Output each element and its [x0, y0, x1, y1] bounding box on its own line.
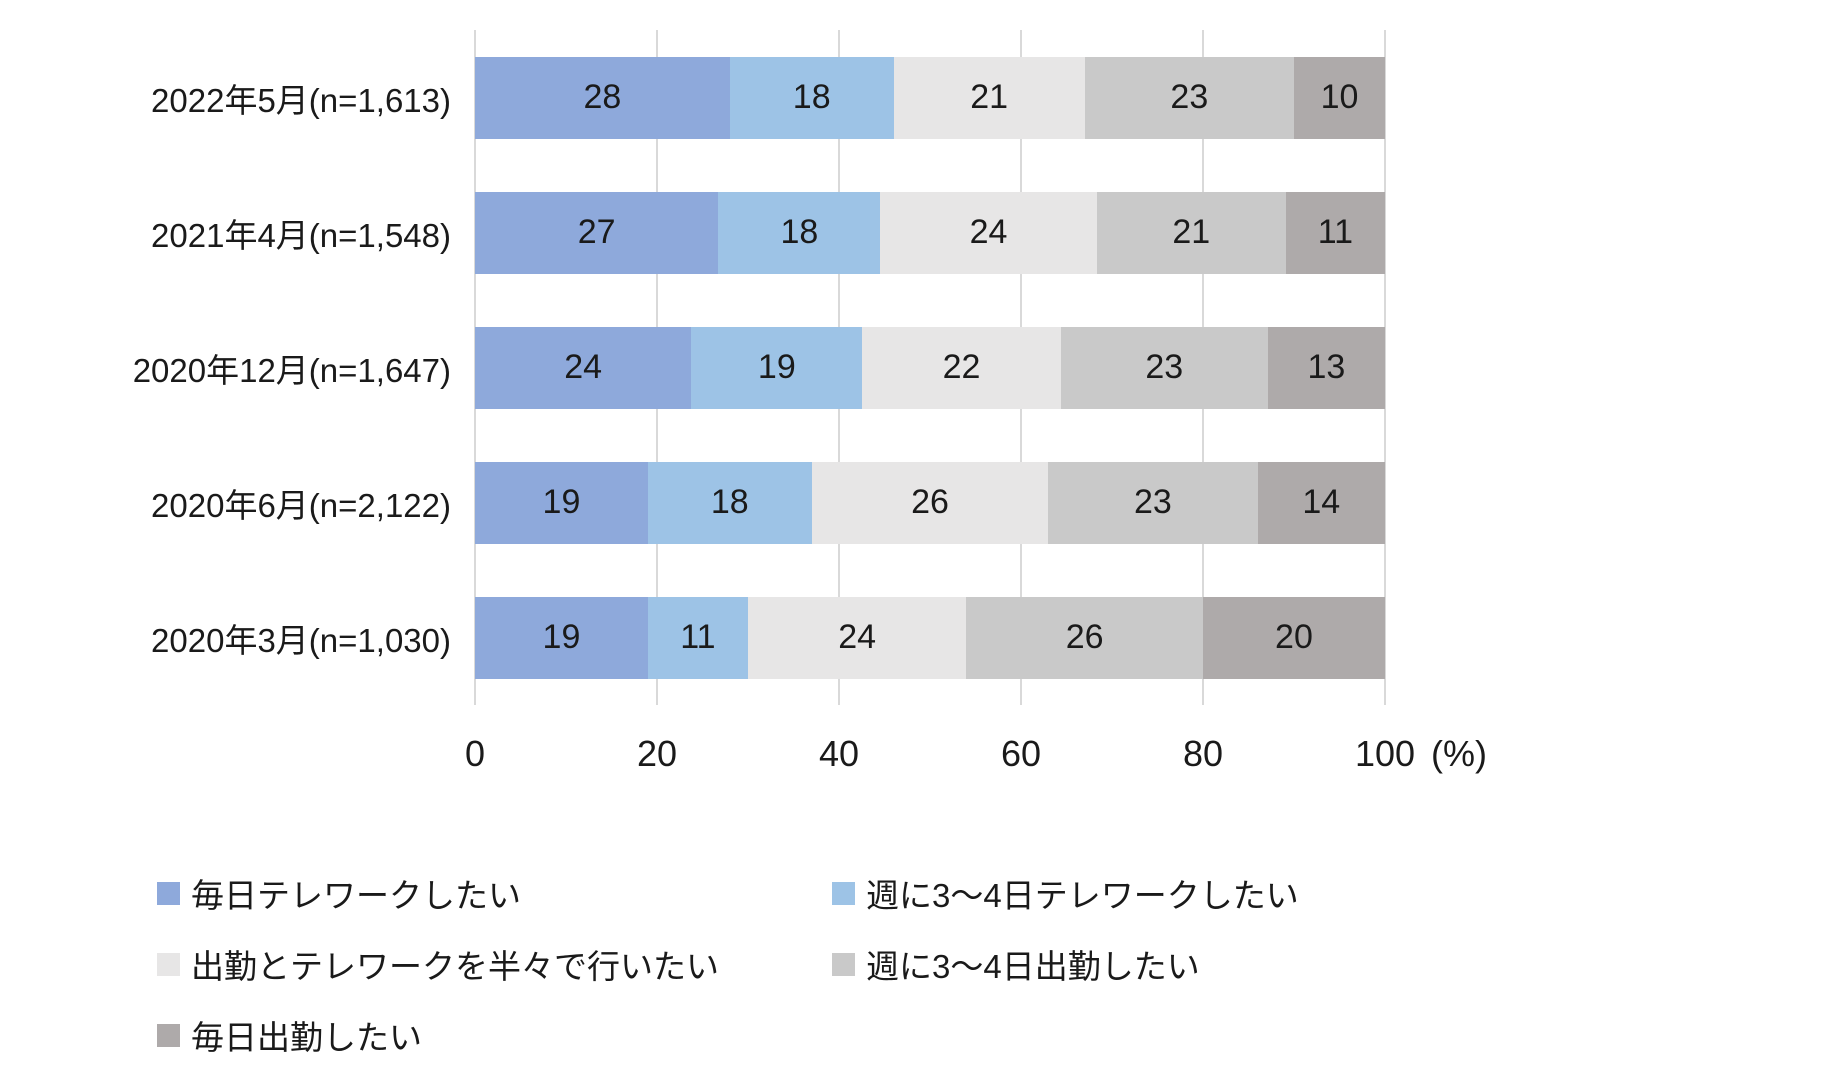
- data-label: 13: [1307, 348, 1346, 386]
- data-label: 27: [577, 213, 616, 251]
- bar-segment: 19: [475, 461, 648, 544]
- bar-row: 24 19 22 23 13: [475, 300, 1385, 435]
- category-label: 2020年3月(n=1,030): [151, 621, 451, 659]
- bar-segment: 11: [647, 596, 748, 679]
- legend-label: 週に3〜4日テレワークしたい: [866, 877, 1299, 914]
- bar-row: 27 18 24 21 11: [475, 165, 1385, 300]
- legend-label: 毎日テレワークしたい: [191, 877, 521, 914]
- data-label: 24: [838, 618, 877, 656]
- x-tick-label: 80: [1182, 733, 1224, 774]
- bar-segment: 22: [862, 326, 1061, 409]
- data-label: 28: [583, 78, 622, 116]
- data-label: 20: [1275, 618, 1313, 656]
- bar-segment: 18: [718, 191, 881, 274]
- bar-segment: 20: [1202, 596, 1385, 679]
- legend-label: 出勤とテレワークを半々で行いたい: [191, 948, 719, 985]
- bar-segment: 21: [893, 56, 1085, 139]
- bar-segment: 19: [475, 596, 648, 679]
- data-label: 26: [911, 483, 949, 521]
- bar-segment: 14: [1257, 461, 1385, 544]
- bar-segment: 18: [729, 56, 894, 139]
- legend: 毎日テレワークしたい 週に3〜4日テレワークしたい出勤とテレワークを半々で行いたい…: [157, 869, 1824, 1059]
- legend-item: 毎日テレワークしたい: [157, 869, 832, 917]
- legend-swatch-icon: [832, 952, 855, 976]
- legend-item: 週に3〜4日テレワークしたい: [832, 869, 1824, 917]
- data-label: 24: [564, 348, 603, 386]
- data-label: 19: [542, 483, 581, 521]
- bar-segment: 19: [691, 326, 863, 409]
- bar-segment: 24: [747, 596, 967, 679]
- category-label: 2020年12月(n=1,647): [132, 351, 451, 389]
- x-axis-unit-label: (%): [1431, 733, 1487, 774]
- legend-swatch-icon: [832, 881, 855, 905]
- bar-segment: 26: [966, 596, 1203, 679]
- bar-segment: 26: [811, 461, 1049, 544]
- category-label: 2022年5月(n=1,613): [151, 81, 451, 119]
- data-label: 21: [1172, 213, 1211, 251]
- x-tick-label: 60: [1000, 733, 1042, 774]
- legend-label: 週に3〜4日出勤したい: [866, 948, 1200, 985]
- data-label: 11: [680, 618, 716, 656]
- gridline: [1384, 30, 1386, 705]
- legend-item: 出勤とテレワークを半々で行いたい: [157, 940, 832, 988]
- x-axis: (%) 0 20 40 60 80 100: [465, 733, 1487, 783]
- data-label: 24: [969, 213, 1008, 251]
- bar-segment: 24: [880, 191, 1097, 274]
- data-label: 19: [542, 618, 581, 656]
- bar-row: 28 18 21 23 10: [475, 30, 1385, 165]
- x-tick-label: 20: [636, 733, 678, 774]
- legend-item: 週に3〜4日出勤したい: [832, 940, 1824, 988]
- data-label: 10: [1320, 78, 1359, 116]
- data-label: 23: [1170, 78, 1209, 116]
- bar-segment: 23: [1060, 326, 1268, 409]
- category-labels: 2022年5月(n=1,613) 2021年4月(n=1,548) 2020年12月…: [15, 30, 475, 705]
- bar-segment: 27: [475, 191, 719, 274]
- data-label: 26: [1065, 618, 1104, 656]
- bar-segment: 23: [1084, 56, 1294, 139]
- bar-segment: 21: [1096, 191, 1286, 274]
- data-label: 11: [1317, 213, 1354, 251]
- data-label: 21: [970, 78, 1009, 116]
- bar-row: 19 18 26 23 14: [475, 435, 1385, 570]
- x-tick-label: 0: [464, 733, 486, 774]
- bar-segment: 10: [1293, 56, 1385, 139]
- data-label: 14: [1302, 483, 1341, 521]
- data-label: 18: [780, 213, 819, 251]
- bar-segment: 13: [1267, 326, 1385, 409]
- bar-segment: 28: [475, 56, 730, 139]
- legend-swatch-icon: [157, 1023, 180, 1047]
- category-label: 2021年4月(n=1,548): [151, 216, 451, 254]
- data-label: 18: [710, 483, 749, 521]
- legend-item: 毎日出勤したい: [157, 1011, 832, 1059]
- bar-segment: 23: [1048, 461, 1258, 544]
- data-label: 22: [942, 348, 981, 386]
- legend-label: 毎日出勤したい: [191, 1019, 422, 1056]
- bar-segment: 18: [647, 461, 812, 544]
- data-label: 23: [1145, 348, 1184, 386]
- bar-segment: 11: [1285, 191, 1385, 274]
- category-label: 2020年6月(n=2,122): [151, 486, 451, 524]
- x-tick-label: 100: [1354, 733, 1416, 774]
- plot-area: 28 18 21 23 10 27 18 24 21 11 24 19 22 23 13 19 18 26 23 14…: [474, 30, 1386, 705]
- legend-swatch-icon: [157, 952, 180, 976]
- legend-swatch-icon: [157, 881, 180, 905]
- bar-segment: 24: [475, 326, 692, 409]
- data-label: 18: [792, 78, 831, 116]
- bar-row: 19 11 24 26 20: [475, 570, 1385, 705]
- x-tick-label: 40: [818, 733, 860, 774]
- data-label: 19: [757, 348, 796, 386]
- data-label: 23: [1134, 483, 1172, 521]
- stacked-bar-chart: 2022年5月(n=1,613) 2021年4月(n=1,548) 2020年12月…: [15, 30, 1824, 705]
